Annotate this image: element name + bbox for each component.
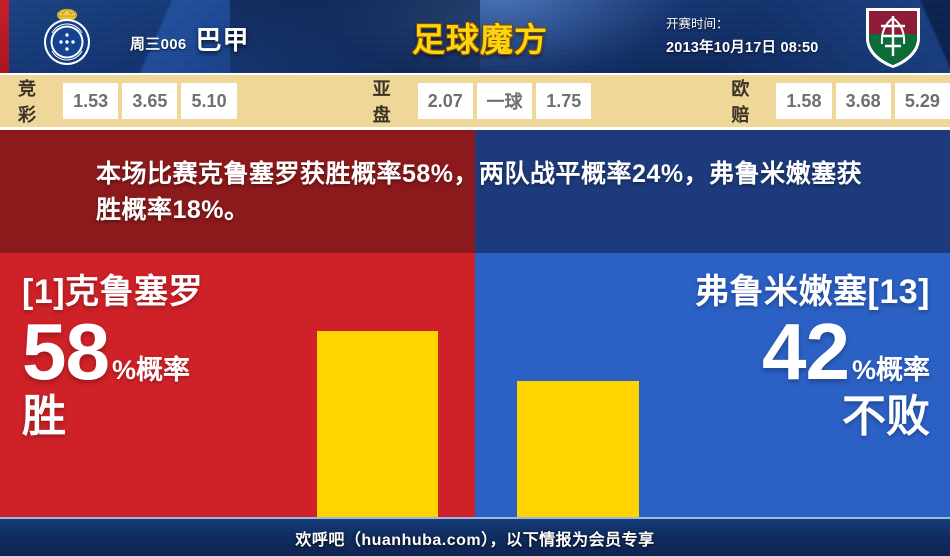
footer-bar: 欢呼吧（huanhuba.com），以下情报为会员专享 (0, 517, 950, 556)
odds-group-yapan: 亚盘 2.07 一球 1.75 (373, 75, 592, 127)
footer-text: 欢呼吧（huanhuba.com），以下情报为会员专享 (295, 531, 655, 549)
odds-group-label: 欧赔 (731, 79, 751, 125)
match-round: 周三006 (130, 36, 187, 53)
odds-bar: 竞彩 1.53 3.65 5.10 亚盘 2.07 一球 1.75 欧赔 1.5… (0, 73, 950, 130)
away-probability-suffix: %概率 (851, 354, 930, 385)
odds-cell[interactable]: 2.07 (417, 83, 473, 119)
home-probability-suffix: %概率 (111, 354, 190, 385)
home-team-block: [1]克鲁塞罗 58 %概率 胜 (22, 273, 204, 442)
odds-cell[interactable]: 3.68 (835, 83, 891, 119)
odds-cell[interactable]: 一球 (476, 83, 533, 119)
away-probability-value: 42 (762, 306, 850, 396)
home-team-name: [1]克鲁塞罗 (22, 273, 204, 311)
odds-cell[interactable]: 1.53 (62, 83, 119, 119)
odds-group-label: 亚盘 (372, 79, 392, 125)
match-label: 周三006 巴甲 (130, 20, 250, 57)
home-probability-row: 58 %概率 (22, 306, 203, 396)
brand-logo: 足球魔方 (405, 8, 555, 66)
match-header (0, 0, 950, 73)
odds-cell[interactable]: 3.65 (122, 83, 178, 119)
headline-band-left (0, 130, 475, 253)
away-probability-panel: 弗鲁米嫩塞[13] 42 %概率 不败 (475, 253, 950, 517)
away-probability-row: 42 %概率 (695, 306, 930, 396)
away-team-block: 弗鲁米嫩塞[13] 42 %概率 不败 (695, 273, 930, 442)
away-team-name: 弗鲁米嫩塞[13] (695, 273, 930, 311)
odds-cell[interactable]: 1.75 (536, 83, 592, 119)
away-outcome-label: 不败 (842, 392, 930, 442)
headline-band-right (475, 130, 950, 253)
headline-text: 本场比赛克鲁塞罗获胜概率58%，两队战平概率24%，弗鲁米嫩塞获胜概率18%。 (96, 160, 863, 225)
match-league: 巴甲 (195, 25, 250, 55)
home-probability-panel: [1]克鲁塞罗 58 %概率 胜 (0, 253, 475, 517)
odds-cell[interactable]: 5.10 (181, 83, 237, 119)
home-probability-value: 58 (22, 306, 110, 396)
cruzeiro-crest-icon (44, 8, 90, 65)
odds-group-label: 竞彩 (18, 79, 37, 125)
home-probability-bar (317, 331, 438, 517)
odds-cell[interactable]: 1.58 (776, 83, 832, 119)
odds-group-oupei: 欧赔 1.58 3.68 5.29 (731, 75, 950, 127)
odds-cell[interactable]: 5.29 (894, 83, 950, 119)
home-outcome-label: 胜 (22, 392, 66, 442)
brand-logo-text: 足球魔方 (412, 13, 548, 61)
kickoff-info: 开赛时间： 2013年10月17日 08:50 (666, 13, 819, 57)
header-center-panel (230, 0, 480, 73)
away-probability-bar (517, 381, 639, 517)
fluminense-crest-icon (866, 8, 920, 68)
odds-group-jingcai: 竞彩 1.53 3.65 5.10 (18, 75, 237, 127)
kickoff-value: 2013年10月17日 08:50 (666, 40, 819, 56)
kickoff-label: 开赛时间： (666, 17, 729, 31)
header-left-accent-strip (0, 0, 9, 73)
